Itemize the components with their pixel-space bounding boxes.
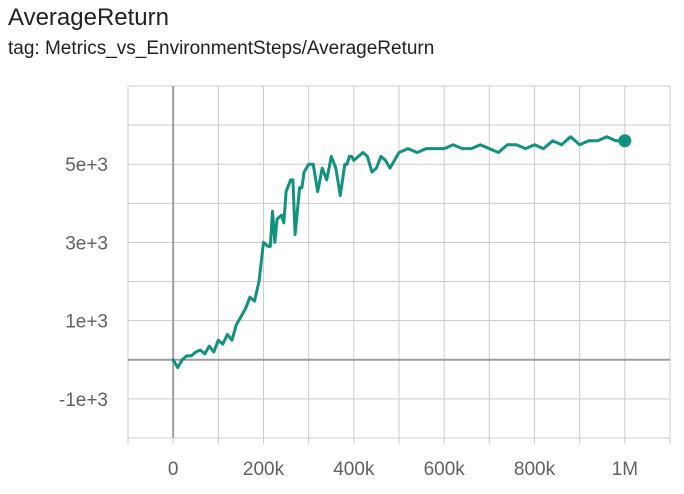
grid bbox=[127, 85, 671, 439]
x-tick-label: 800k bbox=[514, 459, 556, 480]
x-tick-label: 400k bbox=[333, 459, 375, 480]
x-tick-label: 0 bbox=[168, 459, 179, 480]
x-tick-label: 1M bbox=[612, 459, 638, 480]
chart-subtitle: tag: Metrics_vs_EnvironmentSteps/Average… bbox=[8, 38, 435, 59]
x-tick-label: 600k bbox=[424, 459, 466, 480]
series-line bbox=[171, 135, 627, 370]
y-tick-label: 1e+3 bbox=[65, 312, 108, 333]
tick-labels: 0 200k 400k 600k 800k 1M -1e+3 1e+3 3e+3 5e+3 bbox=[59, 155, 638, 480]
chart-title: AverageReturn bbox=[8, 4, 169, 31]
y-tick-label: -1e+3 bbox=[59, 390, 108, 411]
y-tick-label: 3e+3 bbox=[65, 233, 108, 254]
axes bbox=[127, 86, 671, 444]
series-layer bbox=[171, 134, 632, 370]
x-tick-label: 200k bbox=[243, 459, 285, 480]
y-tick-label: 5e+3 bbox=[65, 155, 108, 176]
series-end-marker bbox=[618, 134, 632, 148]
